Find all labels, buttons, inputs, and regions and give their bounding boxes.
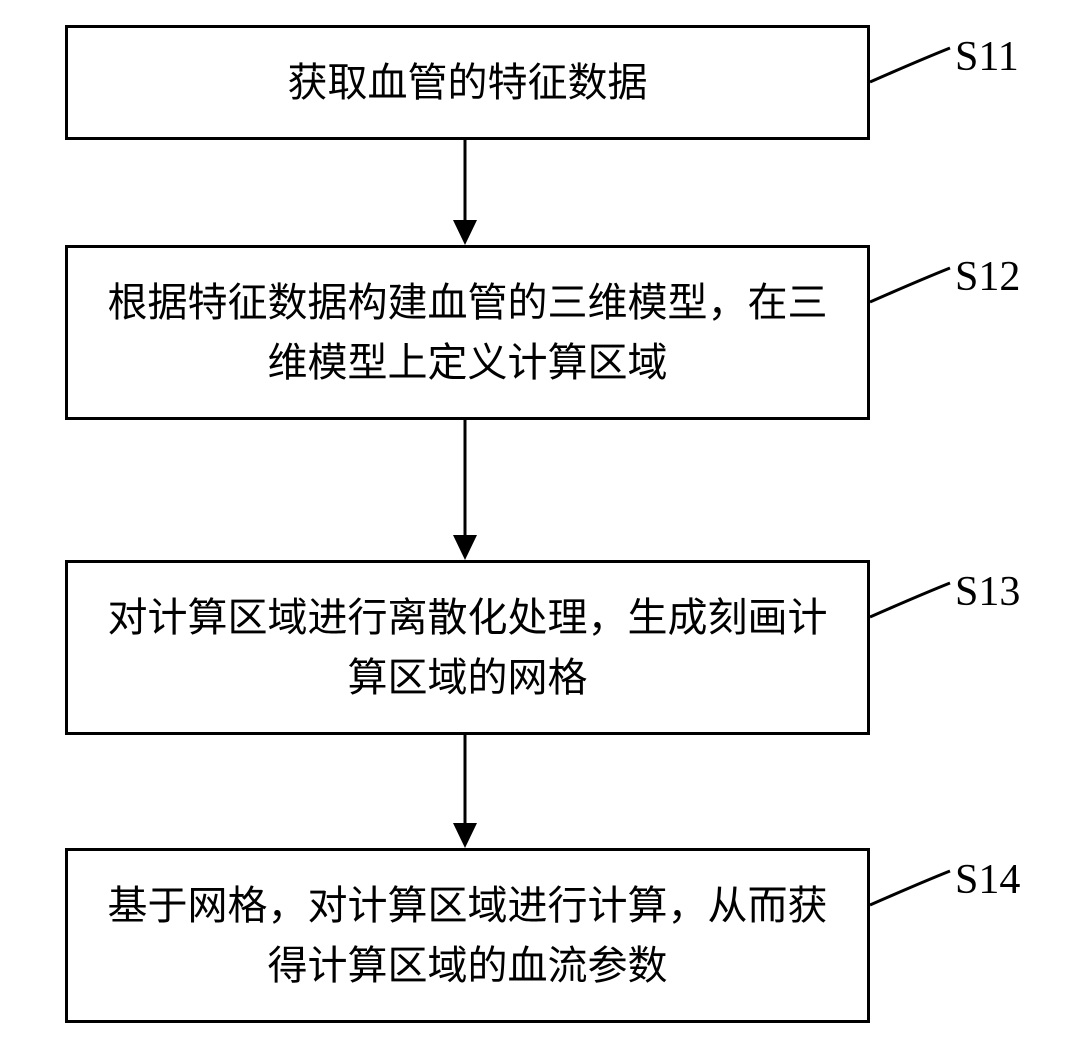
step-box-s12: 根据特征数据构建血管的三维模型，在三维模型上定义计算区域 <box>65 245 870 420</box>
connector-curve-s13 <box>870 583 950 617</box>
step-label-s11: S11 <box>955 33 1019 81</box>
step-text-s14: 基于网格，对计算区域进行计算，从而获得计算区域的血流参数 <box>88 876 847 996</box>
arrow-head-3 <box>453 823 477 848</box>
step-box-s11: 获取血管的特征数据 <box>65 25 870 140</box>
arrow-head-1 <box>453 220 477 245</box>
step-label-s14: S14 <box>955 856 1020 904</box>
arrow-head-2 <box>453 535 477 560</box>
step-box-s14: 基于网格，对计算区域进行计算，从而获得计算区域的血流参数 <box>65 848 870 1023</box>
step-text-s13: 对计算区域进行离散化处理，生成刻画计算区域的网格 <box>88 588 847 708</box>
connector-curve-s14 <box>870 871 950 905</box>
step-label-s12: S12 <box>955 253 1020 301</box>
step-text-s12: 根据特征数据构建血管的三维模型，在三维模型上定义计算区域 <box>88 273 847 393</box>
step-label-s13: S13 <box>955 568 1020 616</box>
flowchart-container: 获取血管的特征数据 S11 根据特征数据构建血管的三维模型，在三维模型上定义计算… <box>0 0 1070 1050</box>
step-box-s13: 对计算区域进行离散化处理，生成刻画计算区域的网格 <box>65 560 870 735</box>
step-text-s11: 获取血管的特征数据 <box>288 53 648 113</box>
connector-curve-s12 <box>870 268 950 302</box>
connector-curve-s11 <box>870 48 950 82</box>
